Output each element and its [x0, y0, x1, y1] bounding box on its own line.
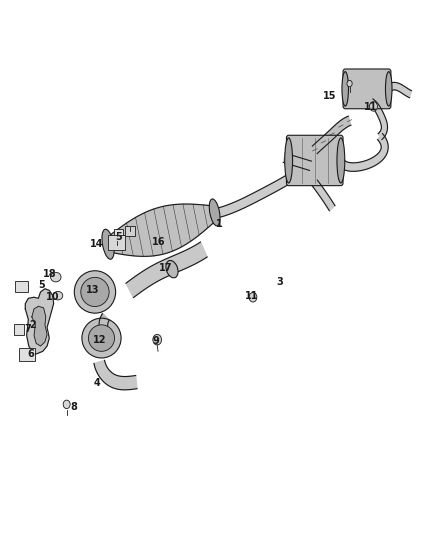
Circle shape — [63, 400, 70, 409]
Text: 8: 8 — [71, 402, 78, 412]
Circle shape — [347, 80, 352, 87]
Ellipse shape — [53, 292, 63, 300]
Text: 11: 11 — [245, 290, 258, 301]
Ellipse shape — [81, 277, 109, 306]
Polygon shape — [283, 153, 311, 171]
Text: 7: 7 — [24, 324, 31, 334]
FancyBboxPatch shape — [114, 229, 123, 244]
Text: 16: 16 — [152, 237, 166, 247]
FancyBboxPatch shape — [125, 225, 135, 236]
Polygon shape — [25, 289, 53, 354]
Text: 14: 14 — [89, 239, 103, 249]
FancyBboxPatch shape — [19, 348, 35, 361]
Ellipse shape — [209, 199, 220, 226]
Text: 1: 1 — [215, 219, 223, 229]
Polygon shape — [370, 99, 388, 140]
Text: 11: 11 — [364, 102, 377, 112]
Polygon shape — [107, 204, 216, 256]
Text: 4: 4 — [94, 378, 100, 388]
Ellipse shape — [385, 71, 392, 106]
Polygon shape — [32, 306, 47, 346]
Text: 13: 13 — [86, 285, 99, 295]
Ellipse shape — [50, 272, 61, 282]
Text: 3: 3 — [276, 277, 283, 287]
Ellipse shape — [166, 261, 178, 278]
FancyBboxPatch shape — [286, 135, 343, 185]
FancyBboxPatch shape — [15, 281, 28, 292]
FancyBboxPatch shape — [108, 235, 125, 249]
FancyBboxPatch shape — [343, 69, 391, 109]
Polygon shape — [312, 180, 335, 211]
Ellipse shape — [249, 293, 257, 302]
Text: 15: 15 — [323, 91, 337, 101]
Ellipse shape — [82, 318, 121, 358]
Text: 2: 2 — [29, 320, 36, 330]
Circle shape — [153, 334, 162, 345]
Text: 5: 5 — [38, 280, 45, 290]
Ellipse shape — [342, 71, 349, 106]
Polygon shape — [94, 360, 137, 390]
Polygon shape — [99, 313, 110, 330]
Polygon shape — [215, 161, 312, 218]
Text: 9: 9 — [152, 336, 159, 346]
Text: 10: 10 — [46, 292, 60, 302]
Ellipse shape — [88, 325, 115, 351]
Text: 12: 12 — [92, 335, 106, 345]
Text: 6: 6 — [28, 349, 34, 359]
Polygon shape — [126, 242, 207, 297]
Text: 17: 17 — [159, 263, 173, 273]
Ellipse shape — [285, 138, 293, 183]
Text: 18: 18 — [42, 270, 56, 279]
Ellipse shape — [370, 102, 378, 111]
Polygon shape — [312, 116, 351, 154]
Ellipse shape — [74, 271, 116, 313]
FancyBboxPatch shape — [14, 324, 25, 335]
Ellipse shape — [337, 138, 345, 183]
Polygon shape — [387, 83, 411, 98]
Text: 5: 5 — [116, 232, 122, 243]
Ellipse shape — [102, 229, 114, 259]
Polygon shape — [338, 134, 388, 171]
